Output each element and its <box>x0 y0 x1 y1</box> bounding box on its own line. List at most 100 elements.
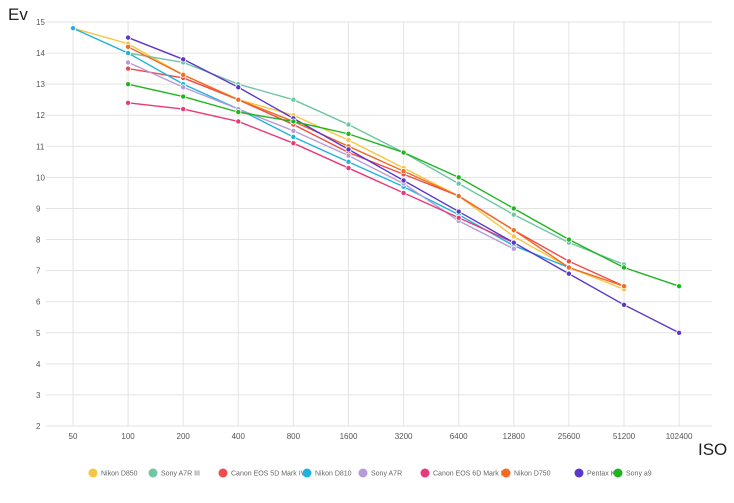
data-point <box>235 96 242 103</box>
data-point <box>125 43 132 50</box>
y-tick-label: 13 <box>36 80 45 89</box>
series-line <box>127 61 515 250</box>
legend-swatch <box>218 468 228 478</box>
data-point <box>345 165 352 172</box>
data-point <box>455 214 462 221</box>
legend-label: Canon EOS 5D Mark IV <box>231 471 306 478</box>
data-point <box>621 283 628 290</box>
data-point <box>235 109 242 116</box>
x-tick-label: 51200 <box>613 432 636 441</box>
x-tick-label: 12800 <box>503 432 526 441</box>
legend-swatch <box>302 468 312 478</box>
data-point <box>565 236 572 243</box>
y-axis-title: Ev <box>8 5 28 24</box>
data-point <box>125 50 132 57</box>
legend-swatch <box>358 468 368 478</box>
data-point <box>125 59 132 66</box>
data-point <box>455 193 462 200</box>
data-point <box>676 329 683 336</box>
x-tick-label: 50 <box>69 432 78 441</box>
series-lines <box>72 27 680 334</box>
legend-swatch <box>88 468 98 478</box>
legend-swatch <box>148 468 158 478</box>
y-tick-label: 9 <box>36 204 41 213</box>
data-point <box>290 118 297 125</box>
x-tick-label: 1600 <box>340 432 358 441</box>
legend-label: Nikon D850 <box>101 471 138 478</box>
legend-swatch <box>574 468 584 478</box>
data-point <box>455 180 462 187</box>
data-point <box>621 301 628 308</box>
data-point <box>290 140 297 147</box>
data-point <box>400 189 407 196</box>
y-tick-label: 7 <box>36 267 41 276</box>
data-point <box>345 146 352 153</box>
x-axis-title: ISO <box>698 440 727 459</box>
y-tick-label: 10 <box>36 173 45 182</box>
data-point <box>510 233 517 240</box>
data-point <box>125 81 132 88</box>
legend-label: Sony A7R <box>371 471 402 478</box>
legend-label: Sony A7R III <box>161 471 200 478</box>
grid-lines <box>46 21 712 427</box>
y-tick-label: 8 <box>36 236 41 245</box>
y-tick-label: 12 <box>36 111 45 120</box>
data-point <box>290 133 297 140</box>
data-point <box>180 106 187 113</box>
x-tick-label: 200 <box>177 432 191 441</box>
y-tick-label: 5 <box>36 329 41 338</box>
data-point <box>125 99 132 106</box>
legend-swatch <box>613 468 623 478</box>
data-point <box>510 205 517 212</box>
x-tick-label: 25600 <box>558 432 581 441</box>
x-tick-label: 102400 <box>666 432 693 441</box>
series-points <box>70 25 683 336</box>
data-point <box>400 149 407 156</box>
data-point <box>125 65 132 72</box>
data-point <box>235 118 242 125</box>
data-point <box>345 130 352 137</box>
data-point <box>400 177 407 184</box>
x-tick-label: 800 <box>287 432 301 441</box>
legend-swatch <box>501 468 511 478</box>
x-tick-label: 400 <box>232 432 246 441</box>
x-tick-labels: 50 100 200 400 800 1600 3200 6400 12800 25600 5120… <box>69 432 693 441</box>
data-point <box>290 96 297 103</box>
data-point <box>290 127 297 134</box>
data-point <box>676 283 683 290</box>
series-line <box>127 46 625 287</box>
series-line <box>128 102 515 244</box>
data-point <box>510 227 517 234</box>
data-point <box>180 84 187 91</box>
legend-swatch <box>420 468 430 478</box>
legend-label: Canon EOS 6D Mark II <box>433 471 505 478</box>
data-point <box>180 56 187 63</box>
data-point <box>345 158 352 165</box>
y-tick-label: 15 <box>36 18 45 27</box>
data-point <box>510 239 517 246</box>
x-tick-label: 3200 <box>395 432 413 441</box>
data-point <box>70 25 77 32</box>
y-tick-label: 6 <box>36 298 41 307</box>
x-tick-label: 100 <box>121 432 135 441</box>
data-point <box>345 121 352 128</box>
data-point <box>400 168 407 175</box>
y-tick-label: 3 <box>36 391 41 400</box>
data-point <box>455 174 462 181</box>
data-point <box>345 137 352 144</box>
y-tick-label: 4 <box>36 360 41 369</box>
data-point <box>565 270 572 277</box>
data-point <box>180 93 187 100</box>
y-tick-label: 14 <box>36 49 45 58</box>
legend-label: Nikon D810 <box>315 471 352 478</box>
y-tick-label: 11 <box>36 142 45 151</box>
data-point <box>510 211 517 218</box>
data-point <box>510 245 517 252</box>
data-point <box>125 34 132 41</box>
data-point <box>345 152 352 159</box>
data-point <box>180 71 187 78</box>
x-tick-label: 6400 <box>450 432 468 441</box>
y-tick-label: 2 <box>36 422 41 431</box>
data-point <box>565 264 572 271</box>
